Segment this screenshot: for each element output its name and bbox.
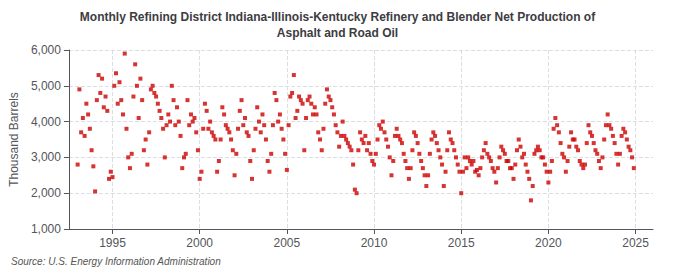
svg-text:2000: 2000: [186, 236, 213, 250]
svg-text:1,000: 1,000: [31, 222, 61, 236]
svg-text:2,000: 2,000: [31, 186, 61, 200]
svg-text:2015: 2015: [448, 236, 475, 250]
svg-text:Thousand Barrels: Thousand Barrels: [7, 92, 21, 187]
svg-text:6,000: 6,000: [31, 43, 61, 57]
svg-text:Asphalt and Road Oil: Asphalt and Road Oil: [277, 26, 398, 40]
svg-text:2010: 2010: [361, 236, 388, 250]
svg-text:1995: 1995: [99, 236, 126, 250]
svg-text:5,000: 5,000: [31, 79, 61, 93]
svg-text:Monthly Refining District Indi: Monthly Refining District Indiana-Illino…: [80, 10, 596, 24]
svg-text:4,000: 4,000: [31, 115, 61, 129]
svg-text:Source: U.S. Energy Informatio: Source: U.S. Energy Information Administ…: [11, 256, 221, 267]
svg-text:2005: 2005: [274, 236, 301, 250]
svg-text:2020: 2020: [535, 236, 562, 250]
svg-text:2025: 2025: [622, 236, 649, 250]
svg-text:3,000: 3,000: [31, 150, 61, 164]
